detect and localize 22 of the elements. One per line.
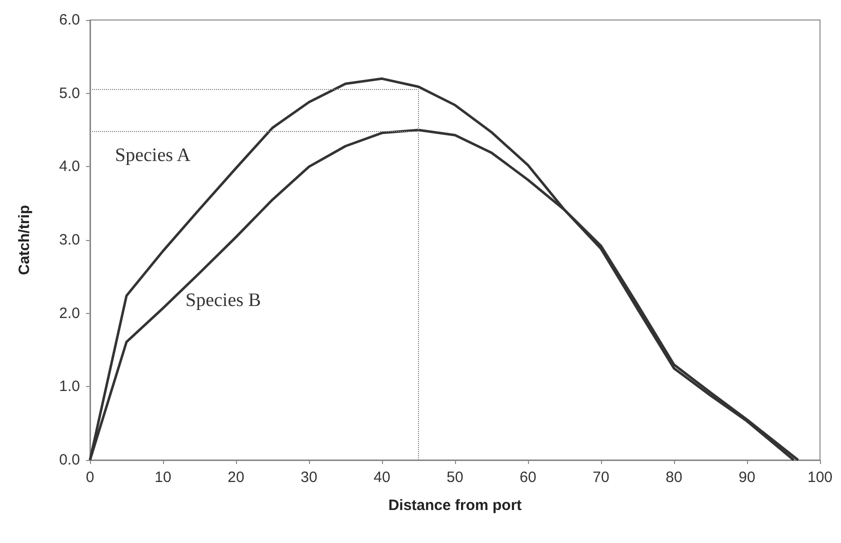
y-axis-title: Catch/trip <box>16 204 33 276</box>
x-tick-label: 50 <box>446 469 464 486</box>
x-axis-title: Distance from port <box>388 497 522 514</box>
x-tick-label: 10 <box>154 469 172 486</box>
y-tick-label: 1.0 <box>59 378 80 396</box>
y-tick-label: 6.0 <box>59 12 80 28</box>
y-tick-label: 2.0 <box>59 304 80 322</box>
x-tick-label: 40 <box>374 469 390 486</box>
x-tick-label: 0 <box>86 469 94 486</box>
y-tick-label: 3.0 <box>59 232 80 248</box>
y-tick-label: 5.0 <box>59 84 80 102</box>
x-tick-label: 90 <box>738 469 756 486</box>
y-tick-label: 0.0 <box>59 452 80 468</box>
series-label: Species B <box>186 290 261 311</box>
x-tick-label: 70 <box>592 469 610 486</box>
y-tick-label: 4.0 <box>59 158 80 176</box>
x-tick-label: 30 <box>300 469 318 486</box>
x-tick-label: 80 <box>666 469 682 486</box>
x-tick-label: 20 <box>228 469 244 486</box>
series-label: Species A <box>115 145 191 166</box>
x-tick-label: 100 <box>807 469 833 486</box>
x-tick-label: 60 <box>520 469 536 486</box>
